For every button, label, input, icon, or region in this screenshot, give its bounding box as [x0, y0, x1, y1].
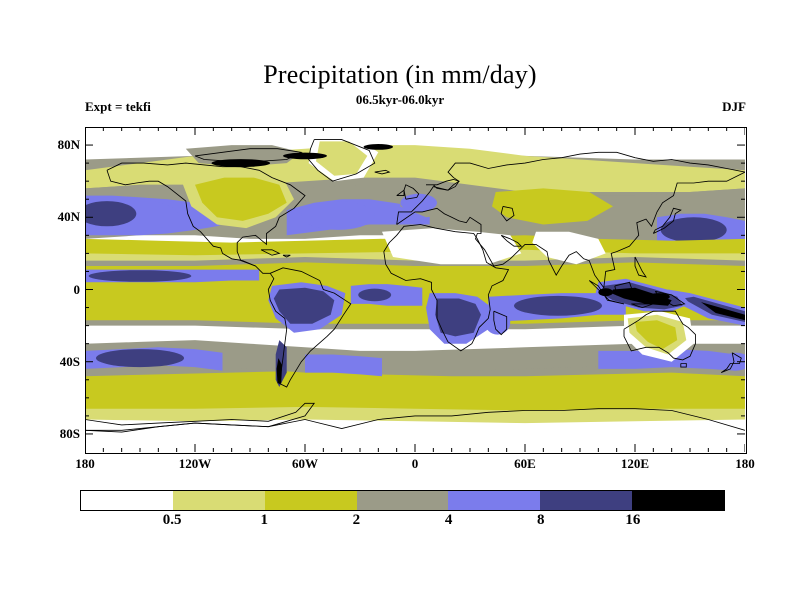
y-axis: 80N 40N 0 40S 80S: [24, 127, 80, 452]
zone-india-dry: [532, 231, 606, 265]
coastline-segment-4: [267, 267, 352, 388]
zone-southern-africa-dblue: [435, 298, 481, 337]
x-tick-4-60E: 60E: [514, 456, 536, 471]
coastline-segment-19: [680, 363, 687, 368]
blob-sumatra-black: [598, 288, 613, 297]
coastline-segment-6: [493, 310, 508, 336]
coastline-segment-2: [308, 139, 376, 182]
coastline-segment-20: [720, 352, 742, 373]
zone-greenland-pale: [316, 141, 368, 176]
colorbar-tick-16: 16: [625, 512, 641, 528]
zone-namerica-olive: [195, 177, 287, 221]
blob-north-pacific-dblue: [85, 201, 137, 227]
x-tick-2-60W: 60W: [292, 456, 318, 471]
blob-western-europe-blue: [400, 193, 438, 212]
colorbar-tick-1: 1: [260, 512, 269, 528]
coastline-segment-11: [396, 189, 405, 197]
zone-australia-olive: [635, 320, 678, 350]
zone-central-asia-olive: [492, 188, 613, 225]
coastline-segment-14: [614, 281, 634, 298]
blob-s-pacific-dblue: [96, 349, 184, 368]
zone-patagonia-black: [276, 358, 283, 384]
zone-maritime-black: [611, 287, 672, 306]
coastline-segment-22: [85, 408, 745, 433]
coastline-segment-27: [282, 254, 291, 258]
y-tick-80S: 80S: [59, 425, 80, 441]
zone-sahara-white: [382, 228, 522, 265]
coastline-segment-23: [500, 234, 523, 247]
x-axis: 180 120W 60W 0 60E 120E 180: [75, 456, 755, 478]
colorbar-tick-2: 2: [352, 512, 361, 528]
coastline-segment-12: [652, 207, 682, 234]
coastline-segment-24: [500, 205, 515, 222]
blob-kuroshio-dblue: [660, 217, 727, 243]
coastline-segment-25: [374, 169, 391, 175]
season-label: DJF: [722, 99, 746, 114]
colorbar-band-5: [540, 491, 633, 510]
zone-spcz-black: [701, 302, 745, 321]
colorbar-tick-0.5: 0.5: [162, 512, 182, 528]
coastline-segment-18: [623, 310, 696, 361]
coastline-segment-13: [588, 280, 625, 305]
coastline-segment-8: [396, 151, 745, 225]
zone-amazon-dblue: [273, 287, 335, 324]
coastline-segment-9: [426, 178, 460, 191]
coastline-segment-26: [260, 249, 281, 256]
coastline-segment-17: [634, 256, 647, 278]
colorbar-band-6: [632, 491, 725, 510]
experiment-label: Expt = tekfi: [85, 99, 151, 114]
colorbar-band-3: [356, 491, 449, 510]
x-tick-3-0: 0: [411, 456, 419, 471]
colorbar-tick-4: 4: [444, 512, 453, 528]
blob-north-atlantic-blue: [301, 201, 375, 230]
page-title: Precipitation (in mm/day): [263, 60, 537, 89]
y-tick-80N: 80N: [57, 137, 80, 153]
blob-atlantic-itcz-dblue: [358, 288, 392, 302]
coastline-segment-1: [106, 170, 256, 267]
zone-antarctica-white: [85, 419, 745, 452]
colorbar-band-1: [172, 491, 265, 510]
x-tick-6-180: 180: [735, 456, 755, 471]
figure-subtitle: 06.5kyr-06.0kyr: [355, 92, 445, 107]
zone-southern-olive-belt: [85, 370, 745, 418]
coastline-segment-15: [631, 303, 654, 309]
x-tick-0-180: 180: [75, 456, 95, 471]
blob-arctic-speckle-2: [283, 152, 327, 160]
colorbar-tick-labels: 0.5 1 2 4 8 16: [80, 512, 725, 536]
blob-s-indian-dblue: [514, 295, 602, 316]
colorbar-band-2: [264, 491, 357, 510]
x-tick-1-120W: 120W: [178, 456, 212, 471]
coastline-segment-3: [194, 148, 303, 162]
y-tick-40S: 40S: [59, 353, 80, 369]
coastline-segment-16: [654, 290, 686, 307]
map-plot: [85, 127, 745, 452]
colorbar-band-0: [81, 491, 173, 510]
zone-s-atlantic-storm-track: [305, 354, 382, 377]
colorbar-tick-8: 8: [536, 512, 545, 528]
x-tick-5-120E: 120E: [620, 456, 650, 471]
y-tick-40N: 40N: [57, 209, 80, 225]
zone-smidlat-gray: [85, 340, 745, 373]
coastline-segment-7: [396, 171, 745, 289]
colorbar-band-4: [448, 491, 541, 510]
y-tick-0: 0: [73, 281, 81, 297]
colorbar: [80, 490, 725, 511]
precipitation-contour-map: [85, 127, 745, 452]
blob-arctic-speckle-3: [363, 144, 393, 150]
coastline-segment-5: [383, 224, 510, 352]
zone-arctic-white: [85, 127, 745, 153]
blob-pacific-itcz-dblue: [88, 270, 192, 282]
coastline-segment-0: [106, 162, 306, 274]
